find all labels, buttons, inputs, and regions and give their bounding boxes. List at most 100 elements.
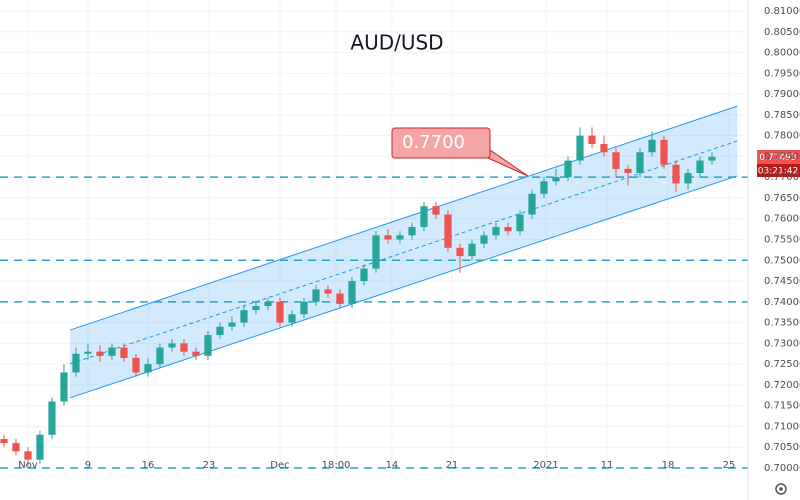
x-tick-label: 21 [446, 460, 459, 471]
candle-body [372, 235, 380, 269]
candle-body [324, 289, 332, 294]
candle-body [672, 164, 680, 184]
candle-body [492, 227, 500, 236]
candle-body [144, 364, 152, 373]
candle-body [48, 401, 56, 435]
candle-body [636, 152, 644, 174]
channel-upper [69, 105, 738, 331]
channel-lower [69, 175, 738, 399]
countdown-tag [757, 164, 800, 177]
x-tick-label: 23 [203, 460, 216, 471]
candle-body [12, 443, 20, 452]
last-price: 0.77493 [759, 153, 796, 163]
candle-body [552, 177, 560, 182]
x-tick-label: 11 [601, 460, 614, 471]
x-tick-label: 18 [662, 460, 675, 471]
candle-body [60, 372, 68, 402]
candle-body [576, 135, 584, 161]
candle-body [336, 293, 344, 304]
candle-body [396, 235, 404, 240]
candle-body [192, 351, 200, 356]
last-price-tag [757, 150, 800, 164]
y-tick-label: 0.81000 [764, 6, 800, 17]
candle-body [612, 152, 620, 169]
channel-middle [69, 140, 738, 365]
candle-body [564, 160, 572, 178]
candle-body [432, 206, 440, 215]
candle-body [708, 156, 716, 161]
annotation: 0.7700 [391, 127, 529, 177]
candle-body [204, 335, 212, 356]
candle-body [480, 235, 488, 244]
candle-body [468, 243, 476, 257]
x-tick-label: 18:00 [322, 460, 351, 471]
candle-body [120, 347, 128, 358]
candle-body [588, 135, 596, 144]
annotation-text: 0.7700 [402, 132, 465, 153]
candle-body [540, 181, 548, 194]
x-tick-label: 16 [142, 460, 155, 471]
candle-body [24, 451, 32, 460]
candle-body [420, 206, 428, 228]
x-tick-label: Nov [18, 460, 38, 471]
candle-body [240, 310, 248, 323]
candle-body [288, 314, 296, 323]
candle-body [516, 214, 524, 232]
candle-body [360, 268, 368, 282]
candle-body [276, 301, 284, 323]
candle-body [696, 160, 704, 174]
candle-body [264, 301, 272, 306]
candle-body [624, 168, 632, 174]
candle-body [132, 357, 140, 373]
candle-body [36, 434, 44, 460]
candle-body [180, 343, 188, 352]
x-tick-label: 2021 [533, 460, 558, 471]
candle-body [384, 235, 392, 240]
gear[interactable] [775, 483, 787, 495]
countdown: 03:21:42 [758, 167, 798, 177]
candle-body [684, 173, 692, 184]
x-tick-label: 9 [85, 460, 91, 471]
candle-body [312, 289, 320, 302]
x-tick-label: Dec [270, 460, 289, 471]
candle-body [228, 322, 236, 327]
candle-body [168, 343, 176, 348]
annotation-box [391, 127, 491, 159]
settings-icon[interactable] [775, 483, 787, 495]
candle-body [84, 351, 92, 354]
candle-body [300, 301, 308, 315]
candle-body [648, 139, 656, 153]
candle-body [408, 227, 416, 236]
candle-body [0, 438, 8, 444]
candle-body [252, 305, 260, 311]
candle-body [108, 347, 116, 356]
candle-body [600, 143, 608, 153]
gear-center[interactable] [779, 487, 783, 491]
x-tick-label: 25 [723, 460, 736, 471]
candle-body [72, 353, 80, 373]
candle-body [504, 227, 512, 232]
candle-body [348, 281, 356, 304]
candle-body [216, 326, 224, 336]
candle-body [528, 193, 536, 215]
